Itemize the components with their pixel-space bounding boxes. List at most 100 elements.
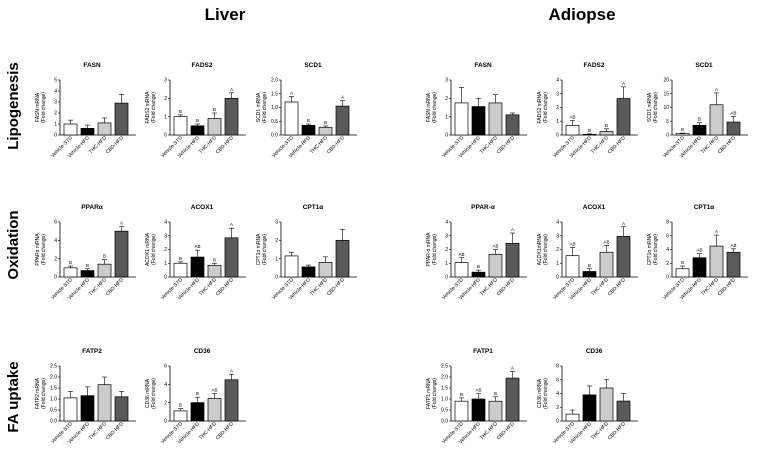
y-tick-label: 3 [164,233,167,239]
category-label: CBD-HFD [717,135,737,155]
y-tick-label: 4 [164,220,167,226]
y-tick-label: 5 [666,119,669,125]
y-tick-label: 4 [556,78,559,84]
category-label: CBD-HFD [215,277,235,297]
section-title-liver: Liver [205,5,246,24]
bar [505,377,520,422]
bar [190,402,205,422]
bar [80,395,95,422]
y-tick-label: 1.0 [441,397,448,403]
y-axis-label: (Fold change) [151,92,157,123]
bar [616,400,631,422]
y-axis-label: (Fold change) [432,92,438,123]
y-axis-label: CPT1α mRNA [647,233,653,265]
y-tick-label: 0 [556,275,559,281]
y-tick-label: 6 [556,377,559,383]
y-tick-label: 2 [164,400,167,406]
significance-letter: B [103,254,106,259]
y-tick-label: 3 [275,220,278,226]
y-axis-label: (Fold change) [41,92,47,123]
significance-letter: AB [194,244,200,249]
bar [505,114,520,136]
bar [582,394,597,422]
y-axis-label: (Fold change) [262,92,268,123]
bar [505,242,520,278]
y-tick-label: 0.0 [50,419,57,425]
y-tick-label: 0 [556,419,559,425]
y-tick-label: 0 [275,275,278,281]
significance-letter: A [715,229,718,234]
y-axis-label: (Fold change) [432,378,438,409]
category-label: CBD-HFD [607,135,627,155]
significance-letter: B [494,391,497,396]
bar [114,230,129,278]
y-tick-label: 0 [556,133,559,139]
bar [454,262,469,278]
significance-letter: B [69,260,72,265]
bar [565,125,580,136]
y-tick-label: 3 [445,233,448,239]
category-label: CBD-HFD [105,277,125,297]
y-axis-label: SCD1 mRNA [256,92,262,122]
panel-title: FADS2 [192,62,213,69]
y-axis-label: ACOX1 mRNA [145,232,151,266]
significance-letter: B [698,117,701,122]
significance-letter: AB [211,388,217,393]
panel-liver-scd1: SCD1 SCD1 mRNA (Fold change) 0.0 0.5 1.0 1.5 2.… [256,62,357,159]
significance-letter: A [230,368,233,373]
y-axis-label: (Fold change) [432,234,438,265]
y-tick-label: 1 [556,119,559,125]
panel-adipose-fatp1: FATP1 FATP1 mRNA (Fold change) 0.0 0.5 1.0 1.5… [426,348,527,445]
panel-title: ACOX1 [191,204,214,211]
y-tick-label: 6 [54,220,57,226]
y-tick-label: 1 [164,114,167,120]
significance-letter: B [681,127,684,132]
y-tick-label: 2 [666,261,669,267]
y-tick-label: 0 [445,275,448,281]
panel-title: SCD1 [304,62,322,69]
bar [335,239,350,278]
y-tick-label: 0 [54,133,57,139]
y-tick-label: 1 [445,261,448,267]
y-tick-label: 1 [275,256,278,262]
bar [224,97,239,136]
bar [709,104,724,136]
y-axis-label: FASN mRNA [426,92,432,122]
bar [471,106,486,136]
y-axis-label: SCD1 mRNA [647,92,653,122]
y-axis-label: CD36 mRNA [145,378,151,408]
y-axis-label: (Fold change) [151,378,157,409]
significance-letter: B [307,118,310,123]
row-title-oxidation: Oxidation [5,210,22,279]
y-tick-label: 1 [164,261,167,267]
y-tick-label: 8 [666,220,669,226]
bar [284,255,299,278]
significance-letter: AB [603,239,609,244]
y-tick-label: 4 [556,220,559,226]
y-tick-label: 0.5 [50,408,57,414]
significance-letter: A [511,366,514,371]
panel-title: FASN [83,62,101,69]
bar [488,400,503,422]
y-axis-label: ACOX1mRNA [537,233,543,265]
y-tick-label: 6 [666,233,669,239]
significance-letter: A [290,91,293,96]
significance-letter: AB [569,241,575,246]
bar [599,131,614,136]
bar [173,410,188,422]
significance-letter: A [230,87,233,92]
panel-title: CPT1α [694,204,715,211]
bar [599,251,614,278]
bar [207,118,222,136]
y-tick-label: 1 [556,261,559,267]
y-tick-label: 2 [556,247,559,253]
panel-title: CD36 [586,348,603,355]
y-tick-label: 1.5 [441,386,448,392]
y-axis-label: FATP1 mRNA [426,377,432,409]
category-label: CBD-HFD [105,421,125,441]
